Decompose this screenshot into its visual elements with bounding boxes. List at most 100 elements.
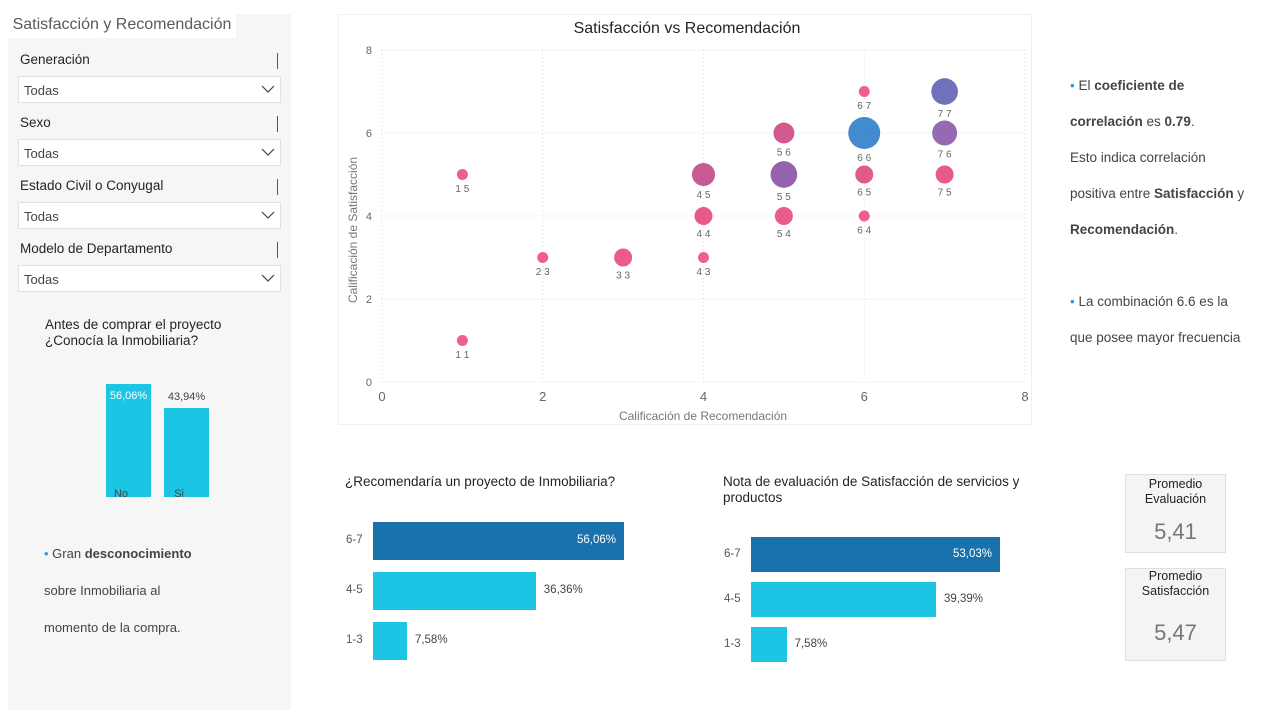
- right-note-line5: Recomendación.: [1070, 222, 1178, 237]
- evaluation-chart-title-line1: Nota de evaluación de Satisfacción de se…: [723, 474, 1020, 489]
- slicer-divider: [277, 242, 278, 258]
- known-chart-title-line2: ¿Conocía la Inmobiliaria?: [45, 333, 199, 348]
- scatter-point[interactable]: [931, 78, 958, 105]
- dropdown-sexo[interactable]: Todas: [18, 139, 281, 166]
- scatter-point[interactable]: [848, 117, 881, 149]
- bar[interactable]: [373, 622, 407, 660]
- point-label: 4 5: [697, 190, 711, 201]
- scatter-point[interactable]: [858, 210, 870, 222]
- point-label: 1 1: [455, 350, 469, 361]
- scatter-chart: Satisfacción vs Recomendación Calificaci…: [346, 20, 1029, 423]
- scatter-point[interactable]: [537, 252, 549, 263]
- known-bar-no[interactable]: [106, 384, 151, 497]
- scatter-point[interactable]: [698, 252, 709, 263]
- bar[interactable]: [373, 522, 624, 560]
- point-label: 7 7: [938, 109, 952, 120]
- scatter-point[interactable]: [614, 248, 633, 267]
- slicer-divider: [277, 116, 278, 132]
- y-tick-label: 6: [366, 128, 372, 140]
- scatter-x-axis-label: Calificación de Recomendación: [619, 409, 787, 423]
- bar[interactable]: [751, 537, 1000, 572]
- scatter-point[interactable]: [770, 161, 798, 188]
- category-label: 1-3: [346, 634, 363, 646]
- bar-value-label: 7,58%: [414, 634, 448, 646]
- category-label: 1-3: [724, 637, 741, 650]
- point-label: 6 7: [857, 101, 871, 112]
- category-label: 4-5: [346, 584, 363, 596]
- dropdown-value: Todas: [24, 272, 59, 287]
- x-tick-label: 6: [861, 389, 868, 404]
- bar[interactable]: [751, 582, 936, 617]
- right-note-text: La combinación 6.6 es la: [1078, 294, 1228, 309]
- point-label: 6 6: [857, 153, 871, 164]
- right-note-bold: correlación: [1070, 114, 1143, 129]
- x-tick-label: 0: [378, 389, 385, 404]
- point-label: 3 3: [616, 271, 630, 282]
- dropdown-modelo[interactable]: Todas: [18, 265, 281, 292]
- scatter-point[interactable]: [691, 162, 716, 187]
- kpi-title-line1: Promedio: [1148, 477, 1203, 491]
- bar[interactable]: [373, 572, 536, 610]
- kpi-title: Promedio Evaluación: [1126, 477, 1225, 507]
- right-note-text: .: [1174, 222, 1179, 237]
- scatter-point[interactable]: [858, 86, 870, 97]
- right-note-text: positiva entre: [1070, 186, 1155, 201]
- slicer-divider: [277, 53, 278, 69]
- slicer-label-generacion: Generación: [20, 52, 90, 67]
- dropdown-generacion[interactable]: Todas: [18, 76, 281, 103]
- scatter-point[interactable]: [773, 122, 795, 144]
- point-label: 5 5: [777, 192, 791, 203]
- scatter-point[interactable]: [694, 207, 713, 225]
- category-label: 4-5: [724, 592, 741, 605]
- point-label: 5 6: [777, 147, 791, 158]
- scatter-point[interactable]: [456, 169, 468, 180]
- scatter-chart-card: Satisfacción vs Recomendación Calificaci…: [338, 14, 1032, 425]
- bar-value-label: 53,03%: [952, 547, 992, 560]
- chevron-down-icon: [261, 148, 275, 156]
- known-bar-category-si: Si: [174, 488, 184, 500]
- scatter-point[interactable]: [774, 207, 793, 225]
- kpi-title-line2: Satisfacción: [1141, 584, 1210, 598]
- scatter-point[interactable]: [932, 120, 958, 146]
- bar[interactable]: [751, 627, 787, 662]
- evaluation-chart-title-line2: productos: [723, 490, 783, 505]
- bar-value-label: 36,36%: [543, 584, 583, 596]
- category-label: 6-7: [724, 547, 741, 560]
- known-chart-title: Antes de comprar el proyecto ¿Conocía la…: [45, 317, 221, 349]
- scatter-point[interactable]: [855, 165, 874, 184]
- right-note-text: y: [1233, 186, 1245, 201]
- right-note-text: es: [1142, 114, 1165, 129]
- dropdown-value: Todas: [24, 146, 59, 161]
- right-note-bold: 0.79: [1164, 114, 1191, 129]
- point-label: 7 6: [938, 150, 952, 161]
- kpi-title-line1: Promedio: [1148, 569, 1203, 583]
- bullet-icon: •: [44, 546, 53, 561]
- dropdown-value: Todas: [24, 209, 59, 224]
- bullet-icon: •: [1070, 294, 1079, 309]
- known-bar-si[interactable]: [164, 408, 209, 497]
- kpi-card-evaluacion: Promedio Evaluación 5,41: [1125, 474, 1226, 553]
- left-note-line3: momento de la compra.: [44, 620, 181, 635]
- point-label: 2 3: [536, 267, 550, 278]
- right-note-line2: correlación es 0.79.: [1070, 114, 1195, 129]
- evaluation-chart-title: Nota de evaluación de Satisfacción de se…: [723, 474, 1019, 506]
- dropdown-estado-civil[interactable]: Todas: [18, 202, 281, 229]
- scatter-title: Satisfacción vs Recomendación: [574, 20, 801, 37]
- panel-title: Satisfacción y Recomendación: [8, 14, 236, 38]
- x-tick-label: 4: [700, 389, 707, 404]
- bar-value-label: 39,39%: [943, 592, 983, 605]
- scatter-point[interactable]: [935, 165, 954, 184]
- right-note-text: .: [1190, 114, 1195, 129]
- scatter-point[interactable]: [456, 335, 468, 346]
- point-label: 1 5: [455, 184, 469, 195]
- dropdown-value: Todas: [24, 83, 59, 98]
- right-note-text: El: [1078, 78, 1095, 93]
- slicer-label-estado-civil: Estado Civil o Conyugal: [20, 178, 164, 193]
- kpi-value: 5,41: [1154, 519, 1197, 544]
- bar-value-label: 7,58%: [794, 637, 828, 650]
- chevron-down-icon: [261, 85, 275, 93]
- slicer-label-modelo: Modelo de Departamento: [20, 241, 173, 256]
- left-note-prefix: Gran: [52, 546, 85, 561]
- chevron-down-icon: [261, 211, 275, 219]
- kpi-title: Promedio Satisfacción: [1126, 569, 1225, 599]
